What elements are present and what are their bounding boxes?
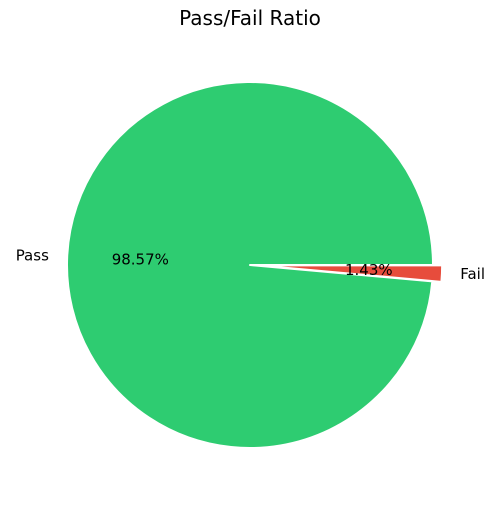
pie-slice-pass: [66, 81, 434, 449]
chart-title: Pass/Fail Ratio: [179, 6, 321, 30]
pie-slice-fail: [258, 264, 444, 283]
percent-label-fail: 1.43%: [345, 261, 393, 279]
pie-labels: Pass 98.57% Fail 1.43%: [16, 246, 485, 282]
category-label-fail: Fail: [460, 265, 485, 283]
percent-label-pass: 98.57%: [112, 251, 169, 269]
pie-slices: [66, 81, 444, 449]
category-label-pass: Pass: [16, 246, 49, 264]
